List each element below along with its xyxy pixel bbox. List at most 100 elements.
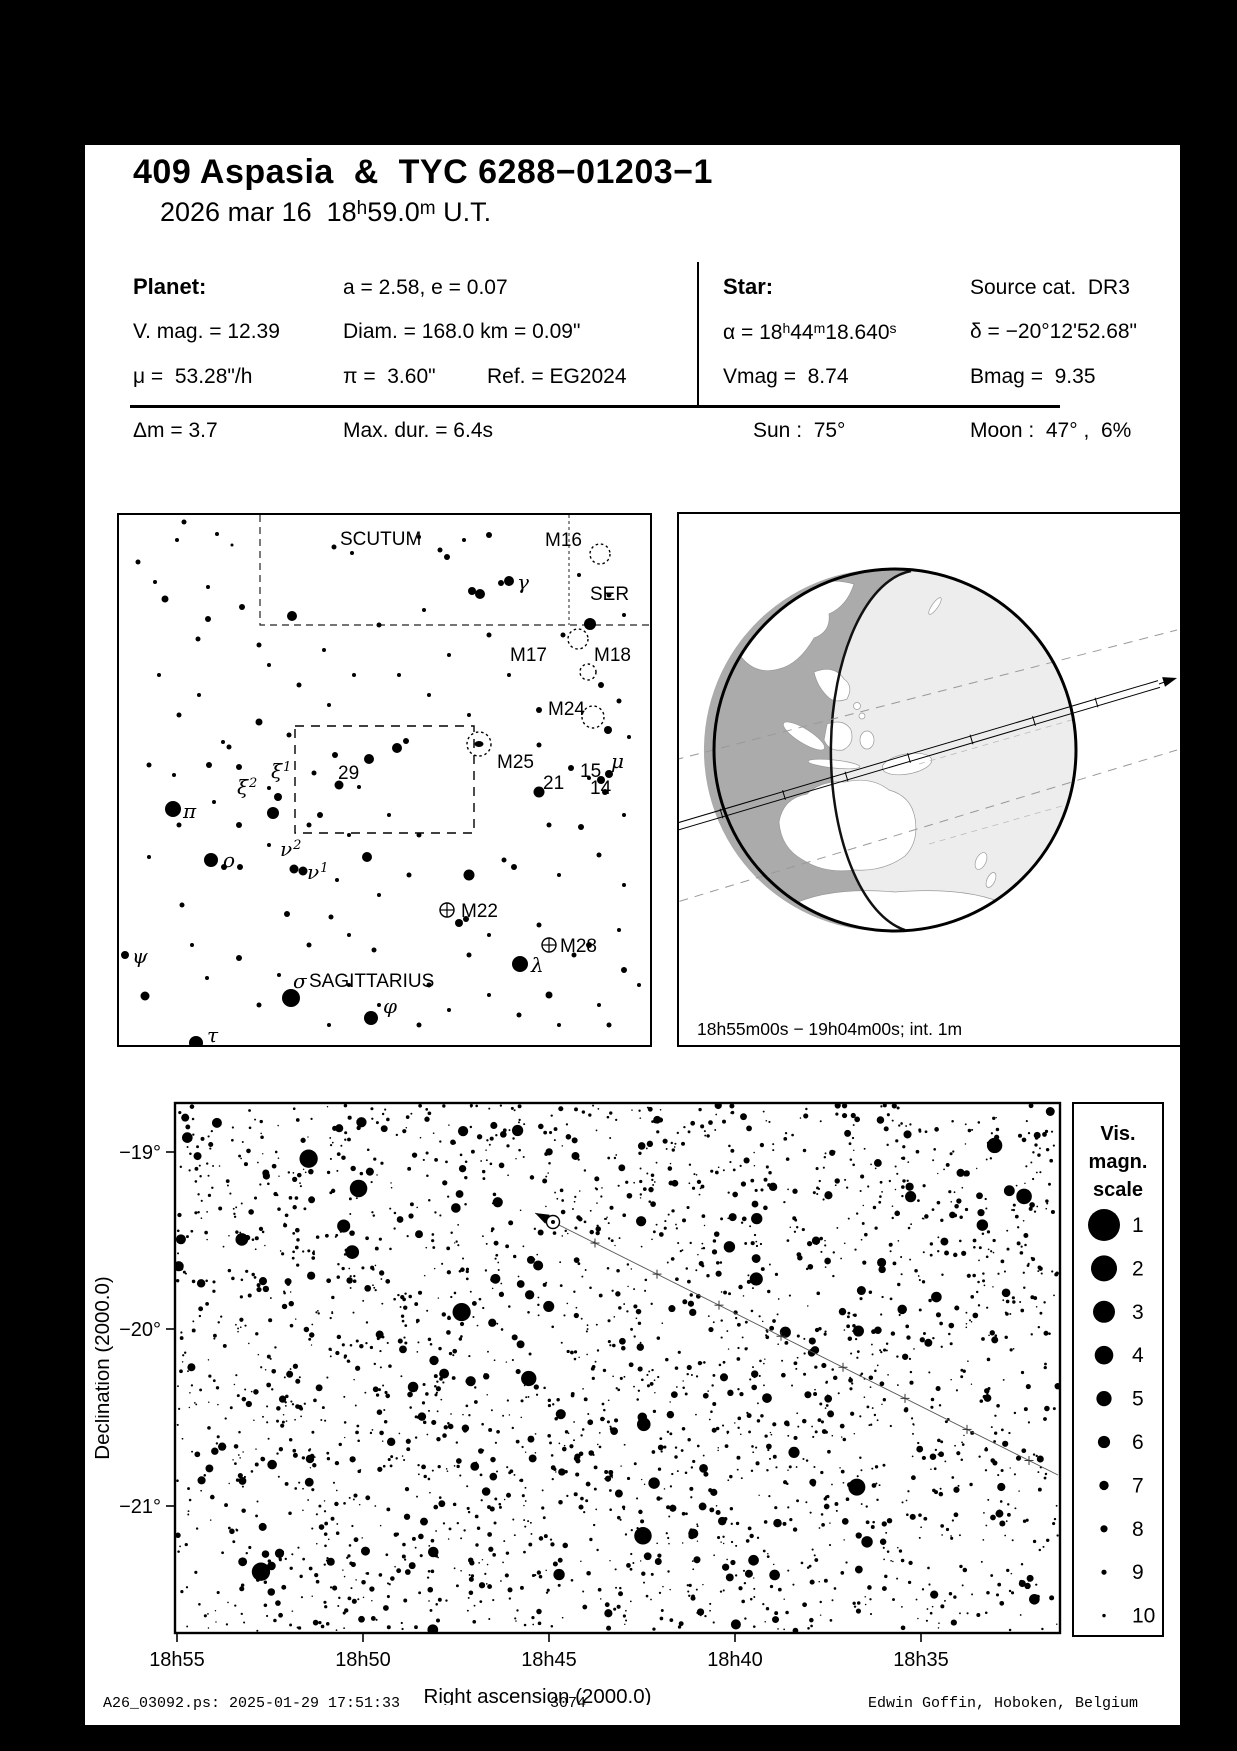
- star-ra: α = 18h44m18.640s: [723, 320, 897, 345]
- finder-label-ν: ν1: [307, 860, 328, 884]
- finder-label-M17: M17: [510, 645, 547, 666]
- ra-tick-label: 18h35: [893, 1649, 949, 1671]
- star-source-catalog: Source cat. DR3: [970, 276, 1130, 299]
- finder-label-ξ: ξ2: [237, 775, 257, 799]
- globe-time-caption: 18h55m00s − 19h04m00s; int. 1m: [697, 1019, 962, 1039]
- dec-tick-label: −19°: [119, 1142, 161, 1164]
- finder-label-M16: M16: [545, 530, 582, 551]
- finder-label-M28: M28: [560, 936, 597, 957]
- legend-mag-label: 10: [1132, 1605, 1155, 1628]
- legend-dot-mag-8: [1100, 1525, 1108, 1533]
- finder-label-τ: τ: [207, 1023, 219, 1045]
- ra-tick-label: 18h55: [149, 1649, 205, 1671]
- legend-mag-label: 5: [1132, 1388, 1144, 1411]
- finder-label-SER: SER: [590, 584, 629, 605]
- legend-title-line: Vis.: [1100, 1123, 1135, 1145]
- legend-title-line: magn.: [1089, 1151, 1148, 1173]
- globe-terminator: [829, 569, 912, 932]
- finder-label-ξ: ξ1: [271, 759, 291, 783]
- legend-mag-label: 7: [1132, 1474, 1144, 1497]
- finder-stars: [121, 519, 641, 1045]
- legend-dot-mag-3: [1093, 1300, 1115, 1323]
- legend-svg: Vis. magn. scale 1 2 3 4 5 6 7 8 9 10: [1088, 1123, 1155, 1628]
- finder-label-γ: γ: [517, 570, 529, 594]
- globe-svg: 18h55m00s − 19h04m00s; int. 1m: [679, 567, 1178, 1039]
- legend-mag-label: 8: [1132, 1518, 1144, 1541]
- sun-distance: Sun : 75°: [753, 419, 846, 442]
- planet-heading: Planet:: [133, 274, 207, 299]
- globular-symbol-M22: [439, 902, 455, 918]
- ra-s-sup: s: [889, 320, 897, 336]
- x-axis-title: Right ascension (2000.0): [424, 1685, 652, 1705]
- nebula-symbol-M17: [567, 628, 589, 650]
- page-title: 409 Aspasia & TYC 6288−01203−1: [133, 153, 713, 191]
- field-chart: −19° −20° −21° 18h55 18h50 18h45 18h40 18h35 Rig…: [95, 1090, 1070, 1705]
- table-rule: [130, 405, 1060, 408]
- nebula-symbol-M18: [579, 663, 597, 681]
- legend-dot-mag-1: [1088, 1209, 1120, 1241]
- finder-label-SAGITTARIUS: SAGITTARIUS: [309, 971, 434, 992]
- globe-outline: [712, 567, 1078, 933]
- moon-distance: Moon : 47° , 6%: [970, 419, 1132, 442]
- planet-motion: μ = 53.28"/h: [133, 365, 253, 388]
- legend-mag-label: 9: [1132, 1561, 1144, 1584]
- planet-diameter: Diam. = 168.0 km = 0.09": [343, 320, 581, 343]
- star-heading: Star:: [723, 274, 774, 299]
- legend-dot-mag-5: [1096, 1391, 1112, 1407]
- legend-mag-label: 3: [1132, 1301, 1144, 1324]
- ra-m: 44: [790, 321, 814, 344]
- finder-chart: SCUTUM SER M16 M17 M18 M24 M25 29 21 15 14 μ γ π o ξ1 ξ2…: [117, 513, 652, 1047]
- table-divider: [697, 262, 699, 405]
- date-ut: U.T.: [435, 197, 492, 227]
- legend-mag-label: 6: [1132, 1431, 1144, 1454]
- finder-label-φ: φ: [383, 994, 397, 1018]
- finder-label-14: 14: [590, 778, 612, 799]
- finder-label-M22: M22: [461, 901, 498, 922]
- finder-label-ψ: ψ: [132, 944, 148, 968]
- nebula-symbol-M25: [466, 731, 492, 757]
- legend-dot-mag-7: [1099, 1480, 1109, 1491]
- magnitude-legend: Vis. magn. scale 1 2 3 4 5 6 7 8 9 10: [1072, 1102, 1164, 1637]
- finder-label-μ: μ: [611, 749, 624, 773]
- date-text: 2026 mar 16 18: [160, 197, 357, 227]
- date-min-sup: m: [419, 198, 436, 219]
- star-field: [176, 1104, 1059, 1632]
- finder-label-29: 29: [338, 763, 359, 784]
- finder-label-π: π: [182, 799, 197, 823]
- ra-h: α = 18: [723, 321, 783, 344]
- legend-dot-mag-4: [1094, 1345, 1114, 1365]
- globular-symbol-M28: [541, 937, 557, 953]
- finder-label-15: 15: [580, 761, 601, 782]
- finder-label-σ: σ: [293, 969, 308, 993]
- legend-mag-label: 4: [1132, 1344, 1144, 1367]
- date-hour-sup: h: [356, 198, 368, 219]
- path-arrowhead: [1162, 677, 1177, 687]
- ra-h-sup: h: [782, 320, 791, 336]
- globe-panel: 18h55m00s − 19h04m00s; int. 1m: [677, 512, 1182, 1047]
- date-minutes: 59.0: [367, 197, 420, 227]
- max-duration: Max. dur. = 6.4s: [343, 419, 493, 442]
- ra-tick-label: 18h50: [335, 1649, 391, 1671]
- finder-label-M25: M25: [497, 752, 534, 773]
- star-vmag: Vmag = 8.74: [723, 365, 849, 388]
- finder-label-o: o: [223, 848, 235, 872]
- finder-label-M18: M18: [594, 645, 631, 666]
- field-chart-svg: −19° −20° −21° 18h55 18h50 18h45 18h40 18h35 Rig…: [95, 1101, 1062, 1705]
- legend-dot-mag-6: [1097, 1435, 1111, 1449]
- legend-dot-mag-10: [1102, 1613, 1106, 1618]
- star-dec: δ = −20°12'52.68": [970, 320, 1138, 343]
- field-of-view-box: [294, 725, 475, 834]
- magnitude-drop: Δm = 3.7: [133, 419, 218, 442]
- legend-dot-mag-2: [1091, 1255, 1117, 1282]
- sheet: 409 Aspasia & TYC 6288−01203−1 2026 mar …: [85, 145, 1182, 1725]
- ra-s: 18.640: [825, 321, 890, 344]
- y-axis-title: Declination (2000.0): [95, 1276, 114, 1459]
- planet-reference: Ref. = EG2024: [487, 365, 627, 388]
- footer-author: Edwin Goffin, Hoboken, Belgium: [867, 1695, 1138, 1712]
- planet-orbit: a = 2.58, e = 0.07: [343, 276, 508, 299]
- nebula-symbol-M16: [589, 543, 611, 565]
- footer-page-number: 3074: [549, 1695, 586, 1712]
- dec-tick-label: −20°: [119, 1319, 161, 1341]
